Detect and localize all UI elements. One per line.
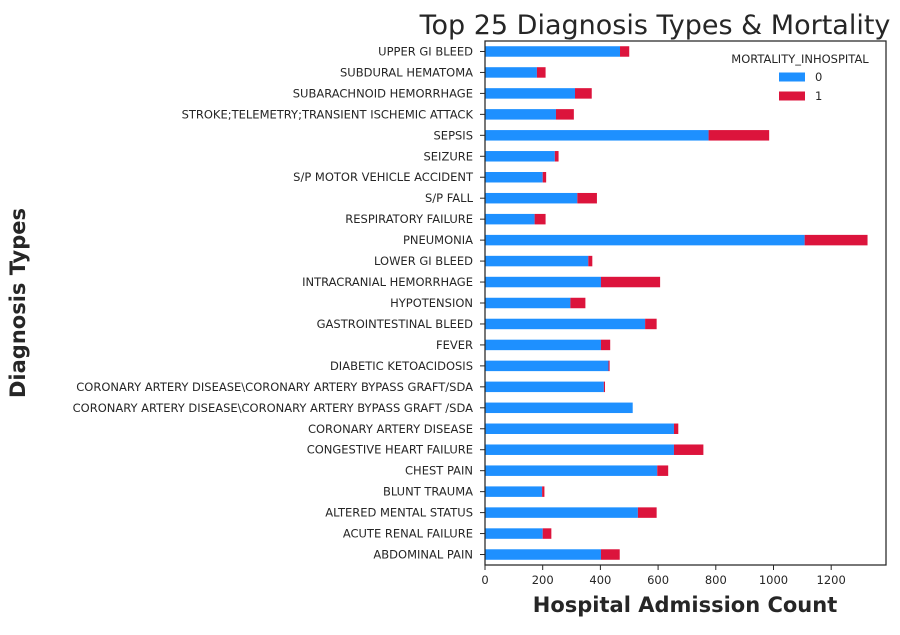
legend: MORTALITY_INHOSPITAL 0 1: [731, 52, 869, 103]
x-tick-label: 400: [589, 573, 611, 587]
category-label: SUBDURAL HEMATOMA: [340, 65, 473, 79]
bar-1-19: [673, 444, 704, 455]
plot-frame: [484, 40, 887, 566]
bar-0-11: [485, 276, 601, 288]
bar-0-8: [485, 213, 535, 225]
bar-0-0: [485, 46, 621, 57]
bar-1-13: [645, 318, 657, 330]
x-tick-label: 200: [532, 573, 554, 587]
bar-1-8: [534, 213, 546, 225]
bar-1-24: [600, 549, 620, 560]
category-label: INTRACRANIAL HEMORRHAGE: [302, 275, 473, 289]
category-label: CONGESTIVE HEART FAILURE: [307, 443, 473, 457]
x-tick-label: 600: [647, 573, 669, 587]
bar-0-3: [485, 109, 556, 120]
bar-1-6: [542, 172, 547, 183]
bars-layer: [485, 46, 868, 560]
category-label: SUBARACHNOID HEMORRHAGE: [293, 86, 473, 100]
category-label: CORONARY ARTERY DISEASE: [308, 422, 473, 436]
x-tick-label: 1200: [817, 573, 846, 587]
bar-1-7: [577, 192, 597, 204]
bar-1-23: [542, 528, 552, 539]
bar-1-15: [608, 360, 610, 372]
bar-1-10: [588, 255, 593, 267]
bar-1-3: [555, 109, 574, 120]
x-axis-title: Hospital Admission Count: [533, 593, 837, 617]
bar-0-12: [485, 297, 571, 309]
bar-0-13: [485, 318, 646, 330]
bar-0-18: [485, 423, 674, 434]
bar-1-0: [620, 46, 630, 57]
bar-0-23: [485, 528, 543, 539]
bar-0-19: [485, 444, 674, 455]
legend-swatch-1: [779, 91, 805, 101]
category-label: ABDOMINAL PAIN: [373, 548, 473, 562]
category-label: PNEUMONIA: [403, 233, 473, 247]
category-label: CHEST PAIN: [405, 464, 473, 478]
bar-1-16: [603, 381, 606, 393]
bar-0-15: [485, 360, 609, 372]
bar-0-9: [485, 234, 805, 246]
category-label: CORONARY ARTERY DISEASE\CORONARY ARTERY …: [73, 401, 473, 415]
x-axis-ticks: 0 200 400 600 800 1000 1200: [481, 565, 846, 587]
x-tick-label: 800: [705, 573, 727, 587]
bar-0-22: [485, 507, 638, 518]
chart-title: Top 25 Diagnosis Types & Mortality: [419, 10, 891, 41]
category-label: SEPSIS: [434, 128, 474, 142]
category-label: DIABETIC KETOACIDOSIS: [330, 359, 473, 373]
category-label: BLUNT TRAUMA: [383, 485, 473, 499]
category-label: FEVER: [436, 338, 473, 352]
category-label: CORONARY ARTERY DISEASE\CORONARY ARTERY …: [76, 380, 473, 394]
bar-0-20: [485, 465, 658, 476]
bar-0-2: [485, 88, 576, 99]
legend-swatch-0: [779, 72, 805, 82]
bar-0-24: [485, 549, 601, 560]
bar-0-16: [485, 381, 604, 393]
bar-1-2: [575, 88, 592, 99]
bar-0-21: [485, 486, 543, 497]
bar-1-18: [673, 423, 679, 434]
x-tick-label: 1000: [759, 573, 788, 587]
bar-0-14: [485, 339, 601, 351]
category-label: S/P FALL: [425, 191, 474, 205]
bar-1-4: [708, 130, 770, 141]
category-label: HYPOTENSION: [390, 296, 473, 310]
bar-1-9: [804, 234, 868, 246]
legend-label-0: 0: [815, 70, 822, 84]
category-label: ALTERED MENTAL STATUS: [325, 506, 473, 520]
bar-1-1: [536, 67, 546, 78]
x-tick-label: 0: [481, 573, 488, 587]
category-label: GASTROINTESTINAL BLEED: [317, 317, 474, 331]
bar-1-22: [637, 507, 657, 518]
bar-0-6: [485, 172, 543, 183]
category-label: LOWER GI BLEED: [374, 254, 473, 268]
bar-0-4: [485, 130, 709, 141]
bar-1-20: [657, 465, 669, 476]
bar-0-5: [485, 151, 555, 162]
bar-1-5: [554, 151, 559, 162]
bar-0-17: [485, 402, 633, 414]
legend-title: MORTALITY_INHOSPITAL: [731, 52, 869, 66]
bar-1-11: [600, 276, 661, 288]
category-label: UPPER GI BLEED: [378, 44, 473, 58]
bar-0-1: [485, 67, 537, 78]
category-label: ACUTE RENAL FAILURE: [343, 527, 473, 541]
bar-0-10: [485, 255, 589, 267]
bar-0-7: [485, 192, 578, 204]
category-labels: UPPER GI BLEED SUBDURAL HEMATOMA SUBARACHN…: [73, 44, 485, 562]
category-label: SEIZURE: [423, 149, 473, 163]
category-label: RESPIRATORY FAILURE: [345, 212, 473, 226]
y-axis-title: Diagnosis Types: [6, 208, 30, 398]
bar-1-21: [542, 486, 545, 497]
legend-label-1: 1: [815, 89, 822, 103]
bar-1-12: [570, 297, 586, 309]
category-label: STROKE;TELEMETRY;TRANSIENT ISCHEMIC ATTA…: [182, 107, 474, 121]
category-label: S/P MOTOR VEHICLE ACCIDENT: [293, 170, 474, 184]
bar-1-14: [600, 339, 611, 351]
